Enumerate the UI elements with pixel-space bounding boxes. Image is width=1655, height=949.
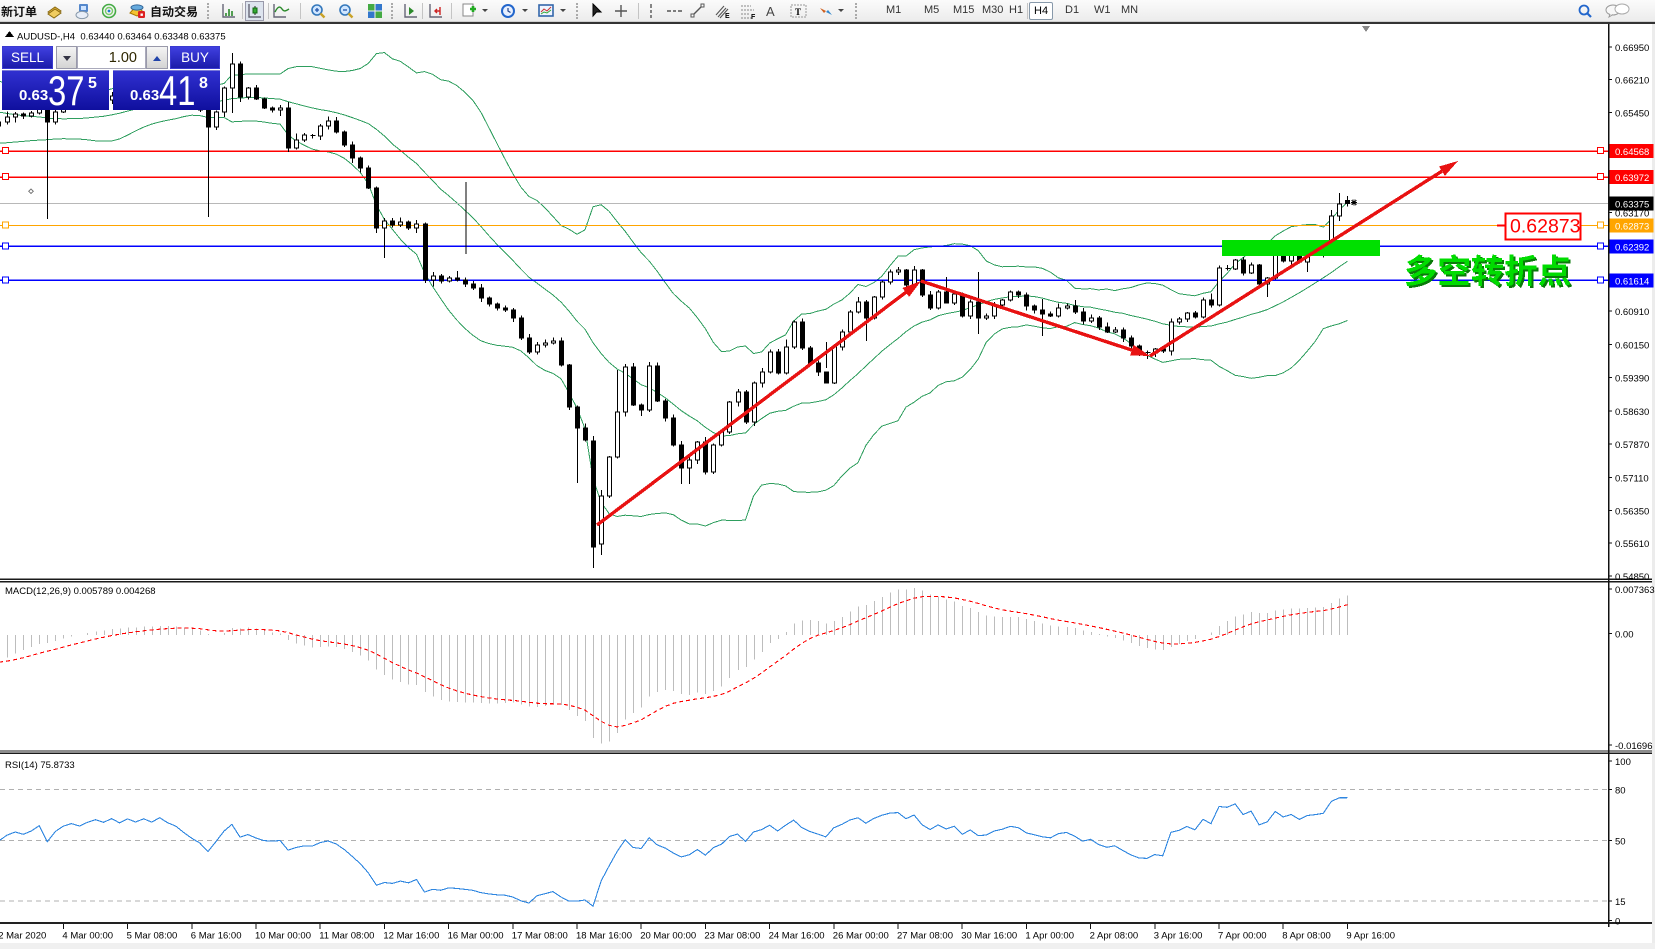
svg-text:50: 50 <box>1615 837 1626 848</box>
svg-text:80: 80 <box>1615 786 1626 797</box>
svg-text:0.66950: 0.66950 <box>1615 43 1649 54</box>
svg-text:0.64568: 0.64568 <box>1615 147 1649 158</box>
svg-text:26 Mar 00:00: 26 Mar 00:00 <box>833 931 889 942</box>
svg-text:F: F <box>751 14 756 20</box>
svg-text:11 Mar 08:00: 11 Mar 08:00 <box>319 931 374 942</box>
svg-text:5 Mar 08:00: 5 Mar 08:00 <box>127 931 178 942</box>
svg-text:0: 0 <box>1615 917 1620 928</box>
svg-text:0.62873: 0.62873 <box>1615 222 1649 233</box>
svg-text:9 Apr 16:00: 9 Apr 16:00 <box>1346 931 1395 942</box>
svg-text:27 Mar 08:00: 27 Mar 08:00 <box>897 931 953 942</box>
svg-text:4 Mar 00:00: 4 Mar 00:00 <box>62 931 113 942</box>
svg-text:16 Mar 00:00: 16 Mar 00:00 <box>448 931 504 942</box>
svg-text:0.54850: 0.54850 <box>1615 572 1649 583</box>
svg-text:0.61614: 0.61614 <box>1615 276 1649 287</box>
svg-text:23 Mar 08:00: 23 Mar 08:00 <box>704 931 760 942</box>
svg-text:0.63375: 0.63375 <box>1615 200 1649 211</box>
svg-text:17 Mar 08:00: 17 Mar 08:00 <box>512 931 568 942</box>
svg-text:AUDUSD-,H4 0.63440 0.63464 0.: AUDUSD-,H4 0.63440 0.63464 0.63348 0.633… <box>17 32 226 43</box>
svg-text:8 Apr 08:00: 8 Apr 08:00 <box>1282 931 1331 942</box>
svg-text:15: 15 <box>1615 897 1626 908</box>
svg-text:0.57870: 0.57870 <box>1615 440 1649 451</box>
svg-text:0.00: 0.00 <box>1615 630 1634 641</box>
svg-text:0.55610: 0.55610 <box>1615 539 1649 550</box>
svg-text:0.56350: 0.56350 <box>1615 507 1649 518</box>
svg-text:0.66210: 0.66210 <box>1615 75 1649 86</box>
svg-text:MACD(12,26,9) 0.005789 0.00426: MACD(12,26,9) 0.005789 0.004268 <box>5 586 156 597</box>
svg-text:30 Mar 16:00: 30 Mar 16:00 <box>961 931 1017 942</box>
svg-text:3 Apr 16:00: 3 Apr 16:00 <box>1154 931 1203 942</box>
svg-text:0.60910: 0.60910 <box>1615 307 1649 318</box>
svg-text:T: T <box>795 7 801 17</box>
svg-text:18 Mar 16:00: 18 Mar 16:00 <box>576 931 632 942</box>
svg-text:0.63170: 0.63170 <box>1615 208 1649 219</box>
svg-text:1 Apr 00:00: 1 Apr 00:00 <box>1025 931 1074 942</box>
svg-text:E: E <box>725 13 730 20</box>
svg-text:0.62873: 0.62873 <box>1510 216 1581 238</box>
svg-text:10 Mar 00:00: 10 Mar 00:00 <box>255 931 311 942</box>
svg-text:2 Mar 2020: 2 Mar 2020 <box>0 931 46 942</box>
svg-text:6 Mar 16:00: 6 Mar 16:00 <box>191 931 242 942</box>
svg-text:0.62392: 0.62392 <box>1615 242 1649 253</box>
svg-text:0.57110: 0.57110 <box>1615 473 1649 484</box>
svg-text:24 Mar 16:00: 24 Mar 16:00 <box>769 931 825 942</box>
svg-text:12 Mar 16:00: 12 Mar 16:00 <box>383 931 439 942</box>
svg-text:0.60150: 0.60150 <box>1615 340 1649 351</box>
svg-text:0.65450: 0.65450 <box>1615 109 1649 120</box>
svg-text:20 Mar 00:00: 20 Mar 00:00 <box>640 931 696 942</box>
svg-text:RSI(14) 75.8733: RSI(14) 75.8733 <box>5 760 75 771</box>
svg-text:0.59390: 0.59390 <box>1615 374 1649 385</box>
svg-text:2 Apr 08:00: 2 Apr 08:00 <box>1090 931 1139 942</box>
svg-text:0.007363: 0.007363 <box>1615 585 1655 596</box>
svg-text:7 Apr 00:00: 7 Apr 00:00 <box>1218 931 1267 942</box>
svg-text:100: 100 <box>1615 757 1631 768</box>
svg-text:-0.01696: -0.01696 <box>1615 741 1653 752</box>
svg-text:0.58630: 0.58630 <box>1615 407 1649 418</box>
svg-text:0.63972: 0.63972 <box>1615 173 1649 184</box>
